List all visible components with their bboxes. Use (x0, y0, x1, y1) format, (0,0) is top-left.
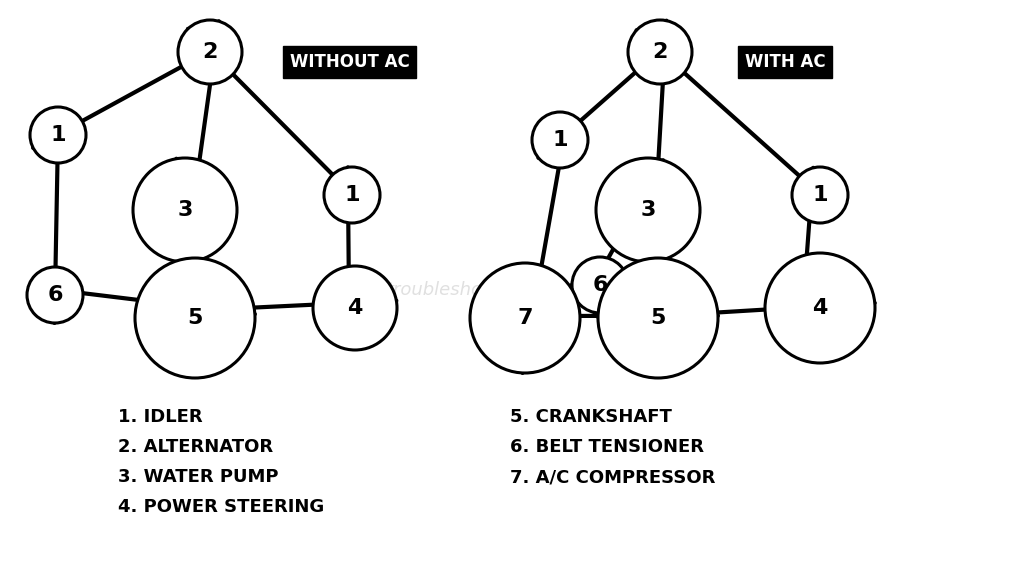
Text: troubleshootmyvehicle.com: troubleshootmyvehicle.com (387, 281, 637, 299)
Text: 2: 2 (652, 42, 668, 62)
Text: 1. IDLER: 1. IDLER (118, 408, 203, 426)
Text: 2. ALTERNATOR: 2. ALTERNATOR (118, 438, 273, 456)
Text: 2: 2 (203, 42, 218, 62)
Circle shape (313, 266, 397, 350)
Text: WITHOUT AC: WITHOUT AC (290, 53, 410, 71)
Circle shape (596, 158, 700, 262)
Text: 6. BELT TENSIONER: 6. BELT TENSIONER (510, 438, 705, 456)
Text: 5: 5 (187, 308, 203, 328)
Text: 4. POWER STEERING: 4. POWER STEERING (118, 498, 325, 516)
Text: 1: 1 (552, 130, 567, 150)
Circle shape (135, 258, 255, 378)
Circle shape (324, 167, 380, 223)
Circle shape (628, 20, 692, 84)
Circle shape (27, 267, 83, 323)
Circle shape (598, 258, 718, 378)
Text: 3. WATER PUMP: 3. WATER PUMP (118, 468, 279, 486)
Circle shape (532, 112, 588, 168)
Text: 7. A/C COMPRESSOR: 7. A/C COMPRESSOR (510, 468, 716, 486)
Circle shape (572, 257, 628, 313)
Circle shape (470, 263, 580, 373)
Text: 5. CRANKSHAFT: 5. CRANKSHAFT (510, 408, 672, 426)
Circle shape (178, 20, 242, 84)
Text: 5: 5 (650, 308, 666, 328)
Text: 3: 3 (177, 200, 193, 220)
Circle shape (30, 107, 86, 163)
Circle shape (792, 167, 848, 223)
Text: 1: 1 (50, 125, 66, 145)
Text: 6: 6 (592, 275, 608, 295)
Text: 4: 4 (347, 298, 362, 318)
Text: 4: 4 (812, 298, 827, 318)
Text: 1: 1 (344, 185, 359, 205)
Circle shape (765, 253, 874, 363)
Text: 7: 7 (517, 308, 532, 328)
Circle shape (133, 158, 237, 262)
Text: 1: 1 (812, 185, 827, 205)
Text: 6: 6 (47, 285, 62, 305)
Text: 3: 3 (640, 200, 655, 220)
Text: WITH AC: WITH AC (745, 53, 825, 71)
